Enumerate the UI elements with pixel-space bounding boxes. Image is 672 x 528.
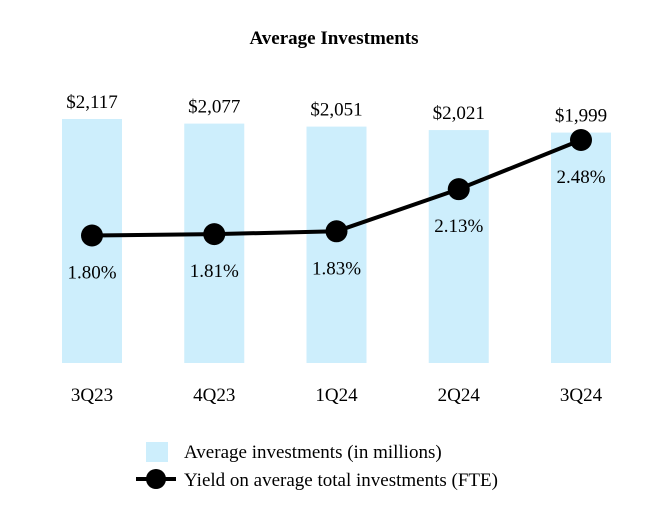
yield-point-3Q24 [570, 129, 592, 151]
bar-value-label: $1,999 [555, 106, 607, 127]
line-value-labels: 1.80% 1.81% 1.83% 2.13% 2.48% [67, 167, 605, 284]
bar-value-label: $2,021 [433, 103, 485, 124]
legend-bar-swatch [146, 442, 168, 462]
bar-3Q24 [551, 132, 611, 363]
x-tick-label: 3Q23 [71, 385, 113, 406]
yield-value-label: 1.80% [67, 263, 116, 284]
bar-value-label: $2,051 [310, 100, 362, 121]
legend: Average investments (in millions) Yield … [136, 442, 498, 491]
x-tick-label: 1Q24 [315, 385, 358, 406]
yield-point-4Q23 [203, 223, 226, 246]
bar-2Q24 [428, 130, 489, 363]
bar-value-label: $2,117 [66, 92, 118, 113]
yield-value-label: 2.48% [556, 167, 605, 188]
yield-value-label: 1.83% [312, 258, 361, 279]
yield-point-1Q24 [325, 220, 348, 243]
legend-bar-label: Average investments (in millions) [184, 442, 442, 463]
yield-value-label: 2.13% [434, 216, 483, 237]
chart-title: Average Investments [249, 28, 418, 49]
legend-line-label: Yield on average total investments (FTE) [184, 470, 498, 491]
x-axis-tick-labels: 3Q23 4Q23 1Q24 2Q24 3Q24 [71, 385, 603, 406]
yield-point-3Q23 [81, 224, 103, 247]
x-tick-label: 4Q23 [193, 385, 235, 406]
x-tick-label: 2Q24 [438, 385, 481, 406]
bar-value-labels: $2,117 $2,077 $2,051 $2,021 $1,999 [66, 92, 607, 127]
x-tick-label: 3Q24 [560, 385, 603, 406]
yield-point-2Q24 [447, 178, 470, 201]
legend-line-marker [146, 469, 166, 489]
yield-value-label: 1.81% [190, 261, 239, 282]
bar-1Q24 [306, 126, 367, 363]
line-series [81, 129, 592, 247]
bar-value-label: $2,077 [188, 97, 240, 118]
